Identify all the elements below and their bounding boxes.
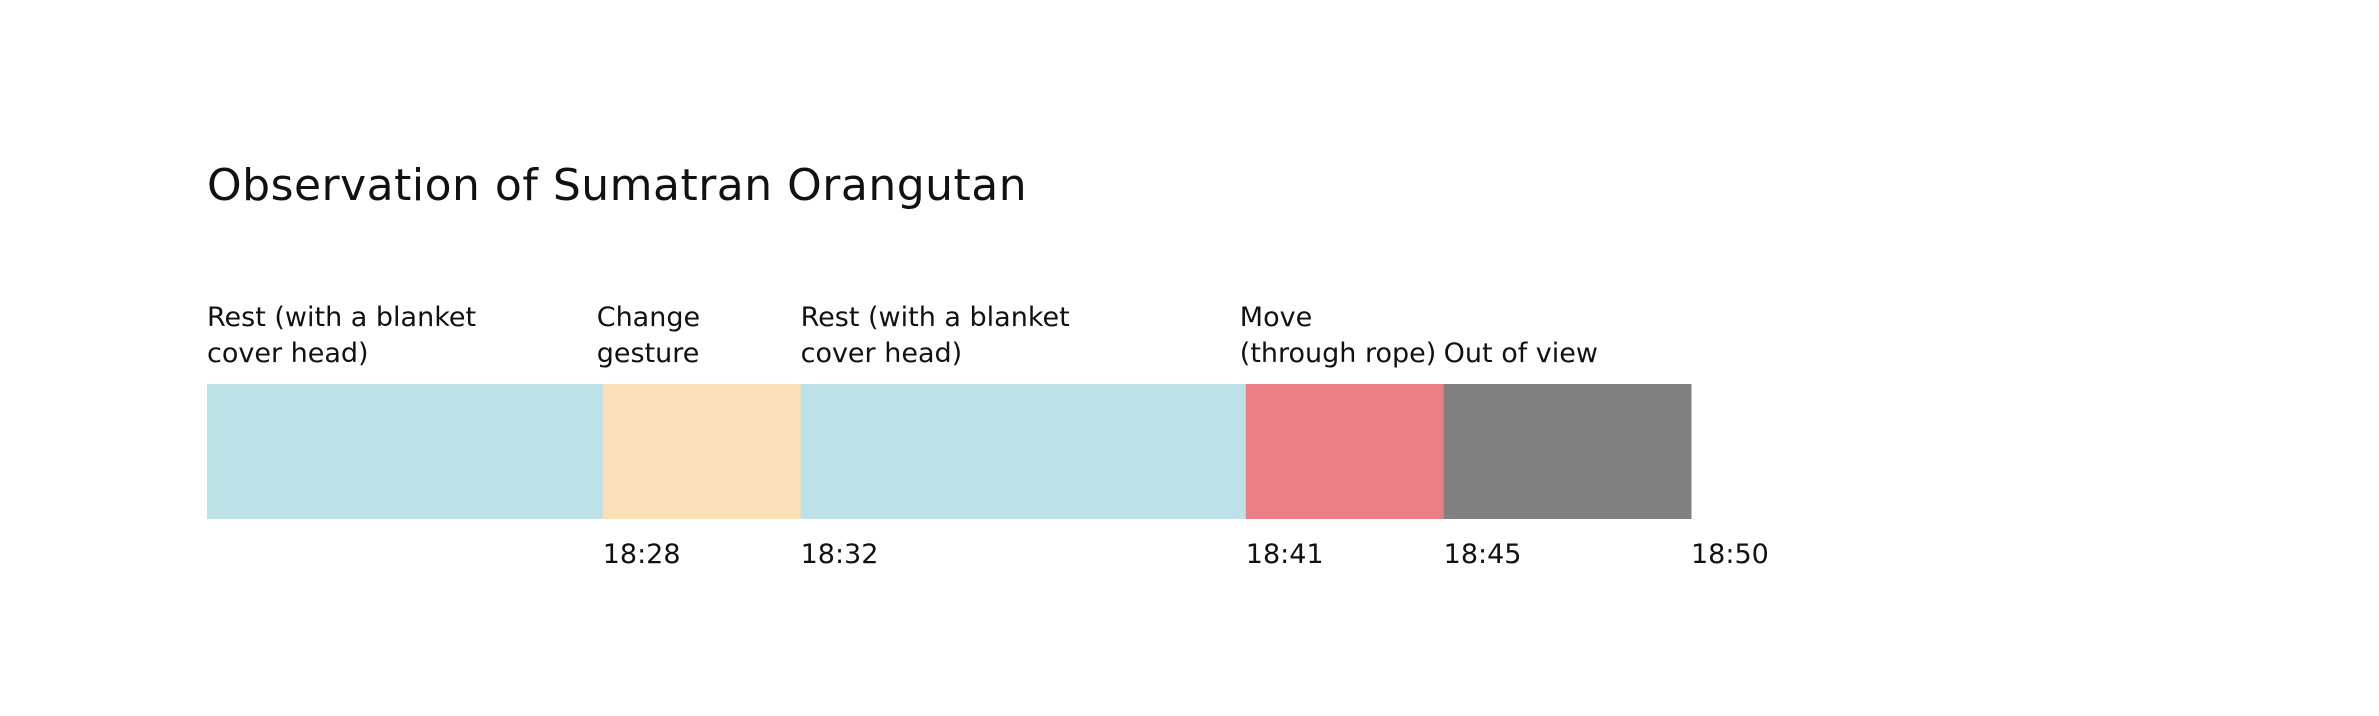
segment-label-2: Change gesture bbox=[597, 302, 700, 369]
tick-label-1: 18:28 bbox=[603, 539, 681, 570]
segment-labels: Rest (with a blanket cover head) Change ges… bbox=[207, 302, 1598, 369]
segment-label-1: Rest (with a blanket cover head) bbox=[207, 302, 476, 369]
time-ticks: 18:28 18:32 18:41 18:45 18:50 bbox=[603, 539, 1769, 570]
chart-title: Observation of Sumatran Orangutan bbox=[207, 160, 1028, 211]
segment-bar-5 bbox=[1443, 384, 1692, 519]
segment-label-5: Out of view bbox=[1444, 338, 1598, 369]
segment-label-3: Rest (with a blanket cover head) bbox=[801, 302, 1070, 369]
tick-label-3: 18:41 bbox=[1246, 539, 1324, 570]
segment-bar-2 bbox=[602, 384, 802, 519]
tick-label-4: 18:45 bbox=[1444, 539, 1522, 570]
timeline-segments bbox=[207, 384, 1692, 519]
segment-bar-4 bbox=[1245, 384, 1445, 519]
segment-bar-1 bbox=[207, 384, 604, 519]
tick-label-2: 18:32 bbox=[801, 539, 879, 570]
segment-label-4: Move (through rope) bbox=[1240, 302, 1437, 369]
segment-bar-3 bbox=[800, 384, 1247, 519]
tick-label-5: 18:50 bbox=[1691, 539, 1769, 570]
